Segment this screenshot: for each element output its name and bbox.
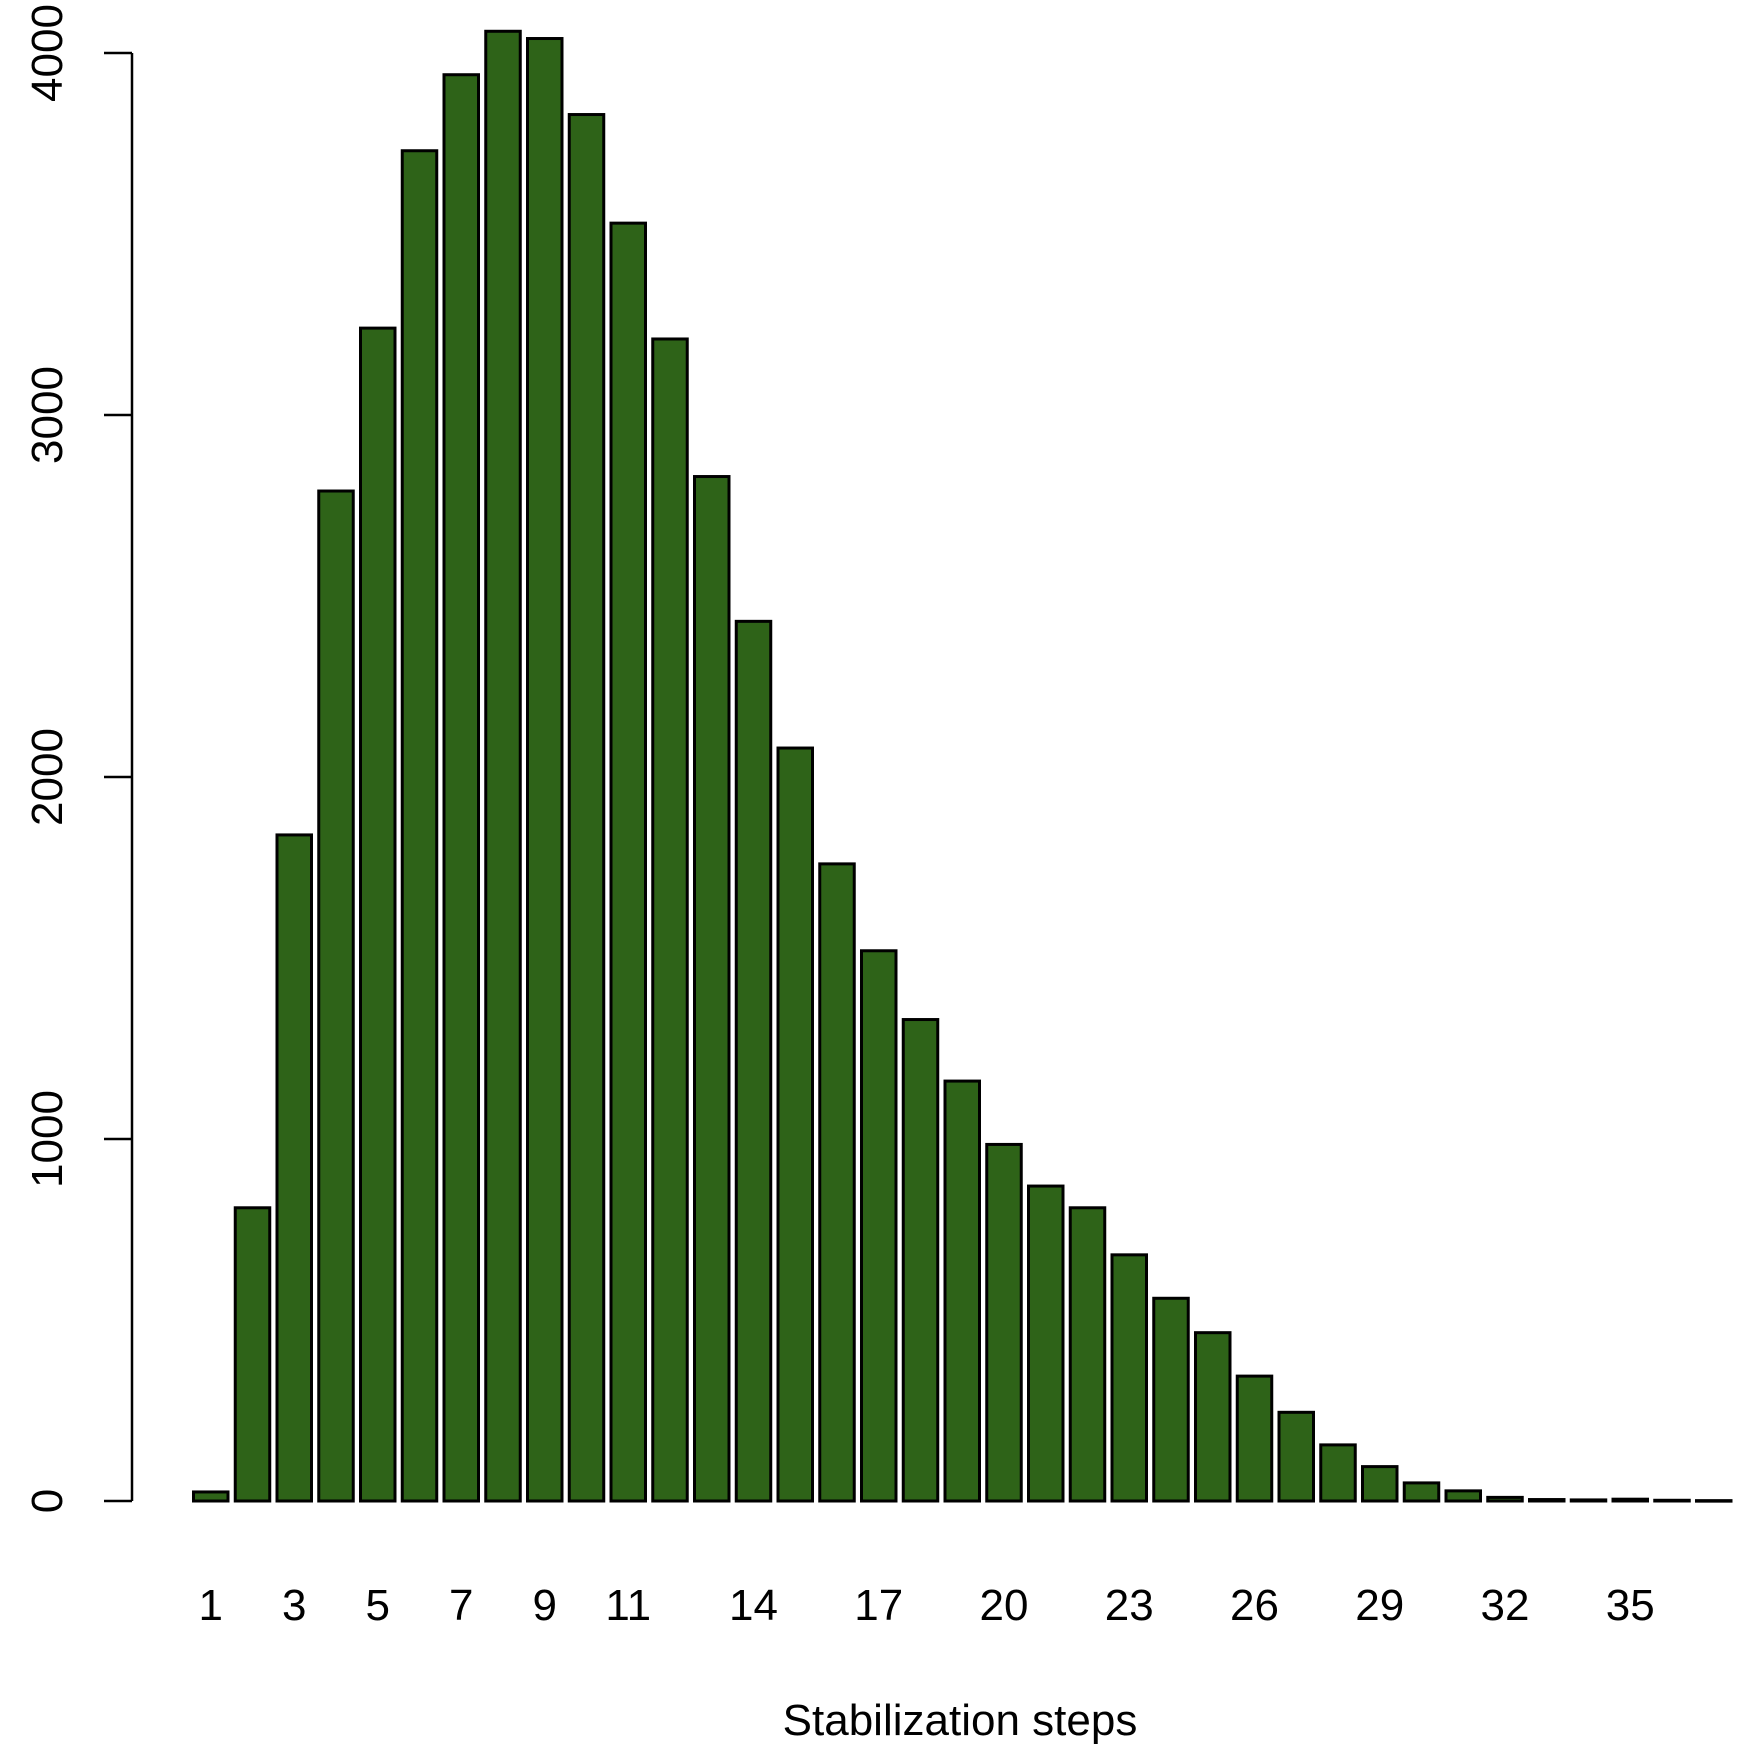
- x-tick-label: 1: [199, 1581, 223, 1630]
- bar-step-8: [484, 29, 522, 1503]
- y-tick-label: 4000: [23, 4, 72, 102]
- bar-step-3: [275, 833, 313, 1503]
- x-tick-label: 3: [282, 1581, 306, 1630]
- bar-step-2: [233, 1206, 272, 1503]
- x-tick-label: 23: [1105, 1581, 1154, 1630]
- y-tick-label: 0: [23, 1489, 72, 1513]
- y-tick-label: 1000: [23, 1090, 72, 1188]
- bar-step-33: [1528, 1498, 1566, 1503]
- x-tick-label: 32: [1481, 1581, 1530, 1630]
- bar-step-23: [1110, 1253, 1148, 1503]
- bar-step-4: [317, 489, 355, 1503]
- y-axis: 0 1000 2000 3000 4000: [23, 4, 134, 1513]
- bar-step-28: [1319, 1443, 1357, 1503]
- x-tick-label: 29: [1355, 1581, 1404, 1630]
- x-tick-label: 20: [980, 1581, 1029, 1630]
- y-tick-label: 2000: [23, 728, 72, 826]
- bar-step-20: [985, 1142, 1023, 1503]
- x-tick-label: 7: [449, 1581, 473, 1630]
- bar-step-12: [651, 337, 689, 1503]
- bar-step-36: [1653, 1498, 1691, 1503]
- bar-step-5: [359, 326, 397, 1503]
- bar-step-31: [1444, 1489, 1482, 1503]
- bar-step-1: [192, 1490, 230, 1503]
- bar-step-18: [901, 1018, 940, 1503]
- bar-step-25: [1194, 1331, 1232, 1503]
- bar-step-6: [400, 149, 439, 1503]
- x-tick-labels: 1 3 5 7 9 11 14 17 20 23 26 29 32 35: [199, 1581, 1655, 1630]
- bar-step-15: [776, 746, 814, 1503]
- bar-step-19: [943, 1079, 981, 1503]
- x-tick-label: 17: [854, 1581, 903, 1630]
- bar-step-27: [1277, 1410, 1315, 1503]
- x-tick-label: 14: [729, 1581, 778, 1630]
- bar-step-35: [1611, 1497, 1649, 1503]
- x-tick-label: 9: [533, 1581, 557, 1630]
- bar-step-11: [609, 221, 647, 1503]
- bar-step-9: [526, 37, 564, 1503]
- x-tick-label: 26: [1230, 1581, 1279, 1630]
- bar-step-22: [1068, 1206, 1107, 1503]
- bar-step-30: [1402, 1481, 1441, 1503]
- bar-step-7: [442, 73, 480, 1503]
- x-tick-label: 11: [605, 1581, 651, 1630]
- x-tick-label: 35: [1606, 1581, 1655, 1630]
- x-axis-title: Stabilization steps: [783, 1696, 1138, 1745]
- bar-step-29: [1361, 1465, 1399, 1503]
- bar-step-32: [1486, 1495, 1524, 1503]
- bar-step-17: [860, 949, 898, 1503]
- bar-step-10: [567, 113, 606, 1503]
- bars-group: [192, 29, 1733, 1503]
- bar-step-21: [1027, 1184, 1065, 1503]
- bar-step-24: [1152, 1296, 1190, 1503]
- y-tick-label: 3000: [23, 366, 72, 464]
- bar-step-16: [818, 862, 856, 1503]
- x-tick-label: 5: [366, 1581, 390, 1630]
- bar-step-34: [1569, 1498, 1608, 1503]
- bar-step-26: [1235, 1374, 1274, 1503]
- bar-step-13: [693, 475, 731, 1503]
- bar-step-14: [734, 619, 773, 1503]
- bar-step-37: [1695, 1499, 1733, 1503]
